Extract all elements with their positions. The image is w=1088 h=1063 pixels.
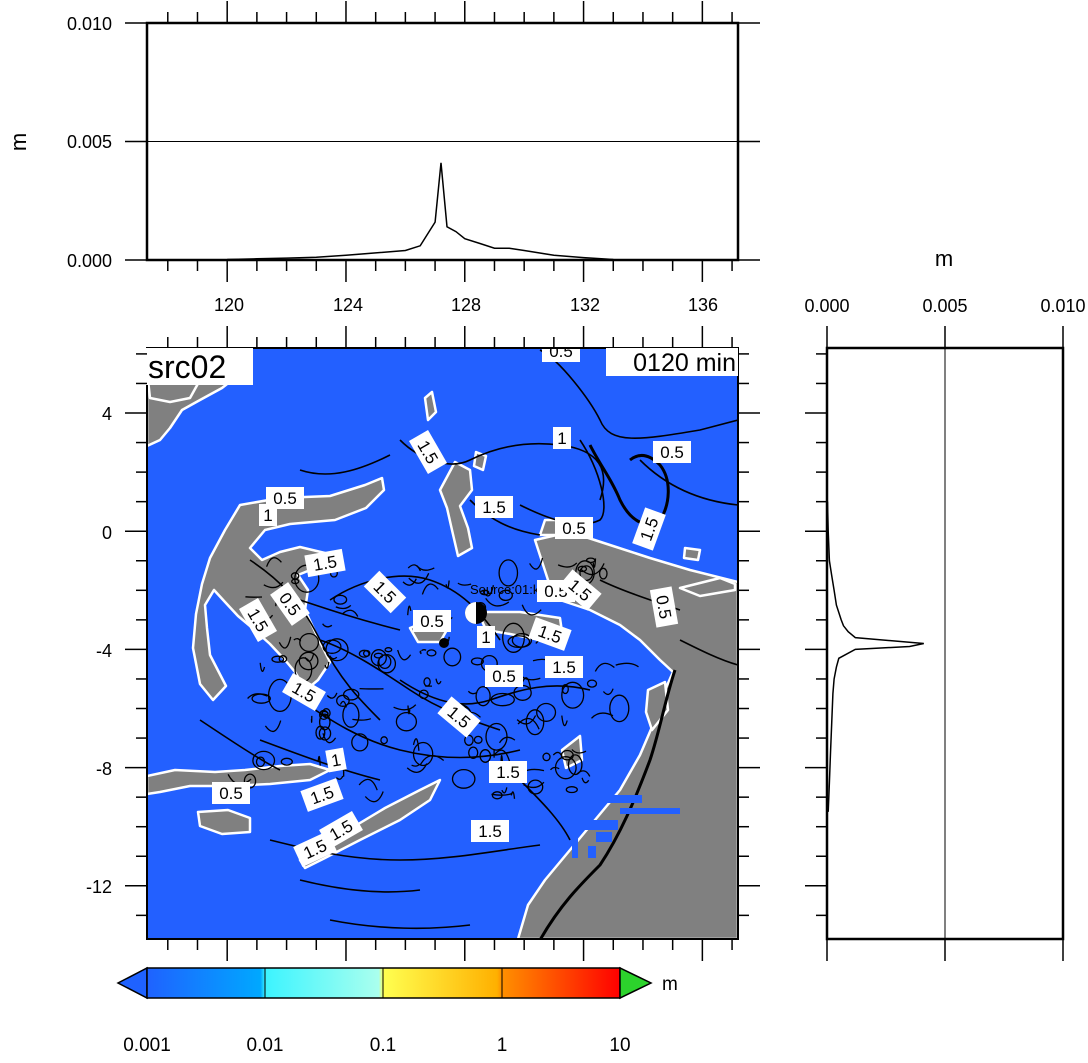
top-xtick-label: 124	[333, 295, 363, 315]
contour-label: 0.5	[649, 586, 679, 628]
island	[682, 546, 702, 562]
colorbar-tick-label: 1	[497, 1035, 508, 1056]
top-timeseries-panel: m 0.010 0.005 0.000 120 124 128 132 136	[6, 1, 760, 315]
contour-label: 1.5	[528, 617, 572, 651]
map-frame	[146, 347, 739, 940]
source-marker: Source:01:km	[439, 582, 550, 648]
map-ytick-label: -4	[96, 641, 112, 661]
contour-label: 1	[477, 626, 495, 648]
colorbar: m 0.001 0.01 0.1 1 10	[116, 966, 678, 1056]
right-profile-panel: m 0.000 0.005 0.010	[804, 246, 1086, 961]
halmahera	[438, 460, 474, 558]
contour-label: 1.5	[471, 820, 509, 842]
contour-label: 1	[553, 427, 571, 449]
contour-label: 1	[259, 504, 277, 526]
contour-label-text: 1	[557, 429, 566, 448]
top-series-line	[227, 162, 614, 261]
inland-water	[572, 795, 680, 858]
source-label: Source:01:km	[470, 582, 550, 597]
contour-label-text: 1.5	[478, 822, 502, 841]
contour-label-text: 0.5	[492, 667, 516, 686]
right-xtick-label: 0.010	[1040, 296, 1085, 316]
top-xtick-label: 136	[688, 295, 718, 315]
contour-label: 0.5	[542, 342, 580, 362]
top-ytick-label: 0.010	[67, 14, 112, 34]
right-xlabel: m	[935, 246, 953, 271]
contour-label-text: 1.5	[496, 763, 520, 782]
right-ytick-marks	[805, 353, 827, 917]
contour-label: 0.5	[413, 610, 451, 632]
contour-label-text: 1	[330, 750, 343, 770]
contour-label: 1	[325, 747, 347, 773]
colorbar-tick-label: 10	[609, 1035, 630, 1056]
colorbar-tick-label: 0.1	[370, 1035, 396, 1056]
new-guinea	[516, 530, 738, 939]
colorbar-unit: m	[662, 974, 678, 995]
top-ylabel: m	[6, 133, 31, 151]
contour-label: 0.5	[266, 487, 304, 509]
top-xtick-label: 128	[451, 295, 481, 315]
top-xtick-label: 132	[570, 295, 600, 315]
colorbar-dividers	[264, 968, 503, 998]
top-ytick-label: 0.000	[67, 251, 112, 271]
contour-label-text: 0.5	[652, 594, 675, 621]
contour-label-text: 0.5	[219, 784, 243, 803]
contour-label: 0.5	[555, 517, 593, 539]
colorbar-under-arrow	[116, 966, 148, 1000]
colorbar-over-arrow	[619, 966, 653, 1000]
contour-label-text: 0.5	[549, 342, 573, 361]
right-xtick-marks	[826, 326, 1064, 961]
contour-label: 0.5	[653, 441, 691, 463]
contour-label: 0.5	[212, 782, 250, 804]
map-ytick-label: -12	[86, 877, 112, 897]
right-xtick-label: 0.005	[922, 296, 967, 316]
contour-label: 1.5	[489, 761, 527, 783]
island	[678, 576, 737, 598]
contour-label: 1.5	[300, 778, 344, 812]
colorbar-tick-label: 0.01	[247, 1035, 284, 1056]
contour-label-text: 1	[481, 628, 490, 647]
island	[423, 390, 438, 422]
map-title-box	[143, 348, 253, 385]
contour-label-text: 0.5	[562, 519, 586, 538]
contour-label-text: 0.5	[273, 489, 297, 508]
contour-label-text: 1	[263, 506, 272, 525]
map-time-box	[606, 348, 738, 376]
map-ytick-label: -8	[96, 759, 112, 779]
sumba	[196, 808, 252, 836]
lesser-sunda	[147, 762, 332, 796]
top-xtick-label: 120	[214, 295, 244, 315]
map-title: src02	[148, 349, 226, 385]
map-tick-marks	[125, 326, 760, 961]
contour-label: 0.5	[485, 665, 523, 687]
top-xtick-marks	[167, 1, 733, 282]
contour-label-text: 0.5	[420, 612, 444, 631]
contour-label: 1.5	[304, 548, 346, 578]
right-series-line	[826, 501, 924, 812]
contour-label-text: 0.5	[660, 443, 684, 462]
map-time: 0120 min	[633, 349, 736, 377]
contour-label-text: 1.5	[312, 552, 339, 575]
map-ytick-label: 0	[102, 523, 112, 543]
map-panel: Source:01:km 1.5 0.510.51.51.50.511.51.50…	[86, 326, 760, 961]
contour-label-text: 1.5	[482, 498, 506, 517]
contour-label-text: 1.5	[552, 658, 576, 677]
right-xtick-label: 0.000	[804, 296, 849, 316]
top-ytick-marks	[125, 22, 760, 261]
contour-label: 1.5	[475, 496, 513, 518]
top-ytick-label: 0.005	[67, 132, 112, 152]
colorbar-tick-label: 0.001	[123, 1035, 171, 1056]
contour-label: 1.5	[545, 656, 583, 678]
map-ytick-label: 4	[102, 404, 112, 424]
